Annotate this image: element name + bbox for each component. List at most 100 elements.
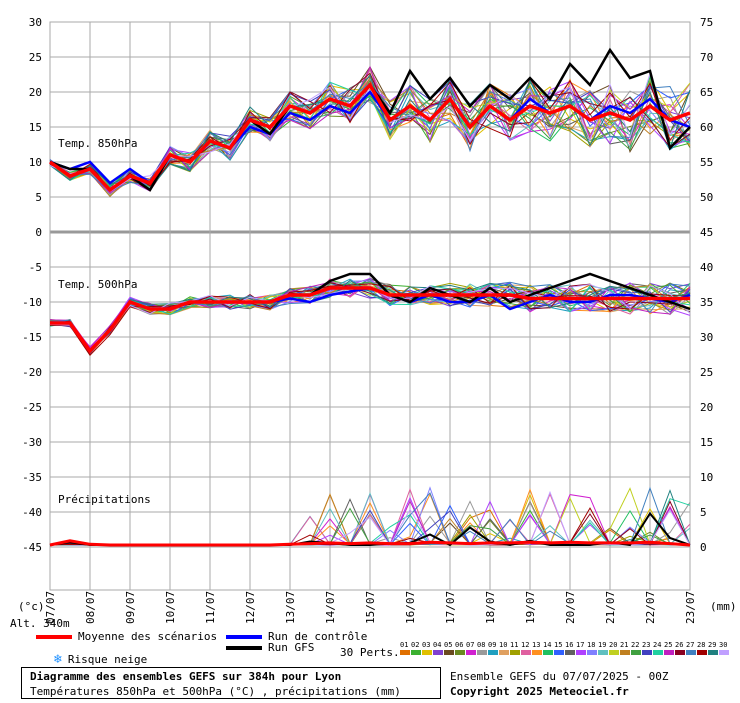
- pert-number-label: 04: [433, 641, 441, 649]
- pert-color-swatch: [708, 650, 718, 655]
- pert-color-swatch: [719, 650, 729, 655]
- right-unit-label: (mm): [710, 600, 737, 613]
- pert-number-label: 23: [642, 641, 650, 649]
- pert-color-swatch: [521, 650, 531, 655]
- x-tick-label: 17/07: [444, 591, 457, 624]
- x-tick-label: 08/07: [84, 591, 97, 624]
- y-tick-label: -5: [29, 261, 42, 274]
- chart-title: Diagramme des ensembles GEFS sur 384h po…: [30, 670, 342, 683]
- legend-gfs-label: Run GFS: [268, 641, 315, 654]
- y-right-tick-precip: 10: [700, 471, 713, 484]
- x-tick-label: 11/07: [204, 591, 217, 624]
- pert-color-swatch: [444, 650, 454, 655]
- y-right-tick-850: 65: [700, 86, 713, 99]
- y-right-tick-850: 75: [700, 16, 713, 29]
- x-tick-label: 15/07: [364, 591, 377, 624]
- y-right-tick-850: 70: [700, 51, 713, 64]
- legend-control-label: Run de contrôle: [268, 630, 368, 643]
- y-tick-label: 10: [29, 156, 42, 169]
- pert-number-label: 16: [565, 641, 573, 649]
- y-tick-label: -10: [22, 296, 42, 309]
- y-tick-label: 30: [29, 16, 42, 29]
- pert-color-swatch: [499, 650, 509, 655]
- pert-number-label: 02: [411, 641, 419, 649]
- pert-number-label: 26: [675, 641, 683, 649]
- y-right-tick-500: 35: [700, 296, 713, 309]
- pert-number-label: 08: [477, 641, 485, 649]
- pert-color-swatch: [642, 650, 652, 655]
- pert-color-swatch: [477, 650, 487, 655]
- pert-number-label: 22: [631, 641, 639, 649]
- pert-color-swatch: [422, 650, 432, 655]
- altitude-label: Alt. 340m: [10, 617, 70, 630]
- pert-color-swatch: [653, 650, 663, 655]
- pert-number-label: 11: [510, 641, 518, 649]
- y-tick-label: 5: [35, 191, 42, 204]
- pert-number-label: 28: [697, 641, 705, 649]
- y-right-tick-850: 60: [700, 121, 713, 134]
- y-right-tick-precip: 5: [700, 506, 707, 519]
- y-right-tick-850: 55: [700, 156, 713, 169]
- pert-color-swatch: [466, 650, 476, 655]
- pert-number-label: 25: [664, 641, 672, 649]
- y-right-tick-500: 25: [700, 366, 713, 379]
- pert-color-swatch: [598, 650, 608, 655]
- pert-number-label: 14: [543, 641, 551, 649]
- pert-color-swatch: [686, 650, 696, 655]
- panel-label-precip: Précipitations: [58, 493, 151, 506]
- pert-color-swatch: [675, 650, 685, 655]
- y-tick-label: -25: [22, 401, 42, 414]
- pert-color-swatch: [697, 650, 707, 655]
- pert-number-label: 27: [686, 641, 694, 649]
- snowflake-icon: ❄: [54, 652, 62, 667]
- x-tick-label: 19/07: [524, 591, 537, 624]
- y-right-tick-500: 30: [700, 331, 713, 344]
- pert-number-label: 12: [521, 641, 529, 649]
- y-tick-label: -15: [22, 331, 42, 344]
- footer-title-box: Diagramme des ensembles GEFS sur 384h po…: [21, 667, 441, 699]
- y-right-tick-500: 40: [700, 261, 713, 274]
- pert-color-swatch: [543, 650, 553, 655]
- pert-color-swatch: [400, 650, 410, 655]
- y-right-tick-850: 45: [700, 226, 713, 239]
- x-tick-label: 14/07: [324, 591, 337, 624]
- y-tick-label: 0: [35, 226, 42, 239]
- y-tick-label: -20: [22, 366, 42, 379]
- pert-color-swatch: [576, 650, 586, 655]
- pert-number-label: 01: [400, 641, 408, 649]
- chart-subtitle: Températures 850hPa et 500hPa (°C) , pré…: [30, 685, 401, 698]
- pert-number-label: 05: [444, 641, 452, 649]
- pert-number-label: 13: [532, 641, 540, 649]
- pert-number-label: 30: [719, 641, 727, 649]
- mean-850-series: [48, 82, 691, 193]
- panel-label-850: Temp. 850hPa: [58, 137, 137, 150]
- pert-number-label: 09: [488, 641, 496, 649]
- pert-number-label: 18: [587, 641, 595, 649]
- y-right-tick-850: 50: [700, 191, 713, 204]
- legend-snow-label: Risque neige: [67, 653, 148, 666]
- x-tick-label: 13/07: [284, 591, 297, 624]
- pert-number-label: 24: [653, 641, 661, 649]
- pert-number-label: 03: [422, 641, 430, 649]
- y-tick-label: 25: [29, 51, 42, 64]
- x-tick-label: 16/07: [404, 591, 417, 624]
- perts-label: 30 Perts.: [340, 646, 400, 659]
- x-tick-label: 09/07: [124, 591, 137, 624]
- pert-number-label: 10: [499, 641, 507, 649]
- pert-color-swatch: [455, 650, 465, 655]
- pert-color-swatch: [433, 650, 443, 655]
- legend-gfs: Run GFS: [226, 641, 314, 654]
- y-right-tick-500: 20: [700, 401, 713, 414]
- x-tick-label: 22/07: [644, 591, 657, 624]
- x-tick-label: 20/07: [564, 591, 577, 624]
- mean-precip-series: [49, 539, 691, 547]
- panel-label-500: Temp. 500hPa: [58, 278, 137, 291]
- pert-500-series: [49, 283, 691, 356]
- pert-color-swatch: [565, 650, 575, 655]
- pert-number-label: 06: [455, 641, 463, 649]
- x-tick-label: 10/07: [164, 591, 177, 624]
- pert-number-label: 29: [708, 641, 716, 649]
- pert-number-label: 17: [576, 641, 584, 649]
